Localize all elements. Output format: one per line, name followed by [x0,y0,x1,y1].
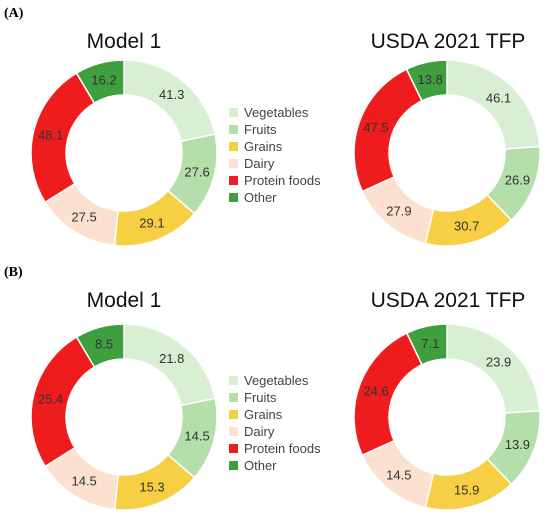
slice-value-label: 15.9 [454,482,479,497]
slice-value-label: 7.1 [421,336,439,351]
legend-label: Fruits [244,390,277,405]
slice-value-label: 46.1 [486,90,511,105]
slice-value-label: 47.5 [363,120,388,135]
slice-value-label: 41.3 [159,87,184,102]
chart-title: Model 1 [86,289,162,312]
panel-a: (A) Model 1 USDA 2021 TFP 41.3 27.6 29.1 27… [4,6,541,247]
legend-swatch [229,193,238,202]
donut-chart: 23.9 13.9 15.9 14.5 24.6 7.1 [353,323,541,511]
slice-value-label: 23.9 [486,354,511,369]
legend-swatch [229,376,238,385]
slice-value-label: 13.8 [418,72,443,87]
legend-item: Other [229,457,321,474]
slice-value-label: 26.9 [505,173,530,188]
donut-slice-other [405,59,448,102]
donut-slice-other [75,323,125,369]
legend-label: Protein foods [244,441,321,456]
legend: Vegetables Fruits Grains Dairy Protein foods… [229,104,321,206]
slice-value-label: 21.8 [159,351,184,366]
legend-item: Protein foods [229,440,321,457]
legend-item: Fruits [229,389,321,406]
slice-value-label: 14.5 [386,468,411,483]
slice-value-label: 15.3 [139,480,164,495]
donut-slice-other [405,323,448,366]
legend-item: Grains [229,406,321,423]
legend-swatch [229,461,238,470]
legend-swatch [229,176,238,185]
legend-item: Protein foods [229,172,321,189]
legend: Vegetables Fruits Grains Dairy Protein foods… [229,372,321,474]
slice-value-label: 48.1 [38,128,63,143]
legend-label: Other [244,190,277,205]
legend-item: Dairy [229,155,321,172]
legend-label: Vegetables [244,373,309,388]
donut-slice-other [75,59,125,105]
chart-title: USDA 2021 TFP [370,30,526,53]
legend-label: Dairy [244,156,275,171]
panel-label: (A) [4,6,24,21]
slice-value-label: 30.7 [454,218,479,233]
slice-value-label: 16.2 [91,73,116,88]
legend-swatch [229,142,238,151]
slice-value-label: 27.5 [71,210,96,225]
panel-b: (B) Model 1 USDA 2021 TFP 21.8 14.5 15.3 14… [0,259,550,518]
slice-value-label: 14.5 [71,474,96,489]
legend-swatch [229,393,238,402]
legend-swatch [229,159,238,168]
legend-label: Fruits [244,122,277,137]
slice-value-label: 13.9 [505,437,530,452]
donut-chart: 21.8 14.5 15.3 14.5 25.4 8.5 [30,323,218,511]
donut-chart: 41.3 27.6 29.1 27.5 48.1 16.2 [30,59,218,247]
legend-item: Vegetables [229,104,321,121]
slice-value-label: 27.6 [184,164,209,179]
legend-label: Grains [244,407,283,422]
legend-item: Dairy [229,423,321,440]
panel-label: (B) [4,265,23,280]
legend-swatch [229,444,238,453]
chart-title: USDA 2021 TFP [370,289,526,312]
slice-value-label: 8.5 [95,337,113,352]
legend-label: Other [244,458,277,473]
slice-value-label: 27.9 [386,204,411,219]
slice-value-label: 25.4 [38,392,63,407]
legend-label: Protein foods [244,173,321,188]
legend-label: Grains [244,139,283,154]
legend-label: Vegetables [244,105,309,120]
slice-value-label: 29.1 [139,216,164,231]
legend-item: Grains [229,138,321,155]
legend-item: Vegetables [229,372,321,389]
legend-swatch [229,125,238,134]
legend-swatch [229,108,238,117]
legend-swatch [229,427,238,436]
chart-title: Model 1 [86,30,162,53]
legend-item: Other [229,189,321,206]
donut-chart: 46.1 26.9 30.7 27.9 47.5 13.8 [353,59,541,247]
slice-value-label: 14.5 [184,429,209,444]
legend-swatch [229,410,238,419]
slice-value-label: 24.6 [363,384,388,399]
legend-item: Fruits [229,121,321,138]
legend-label: Dairy [244,424,275,439]
